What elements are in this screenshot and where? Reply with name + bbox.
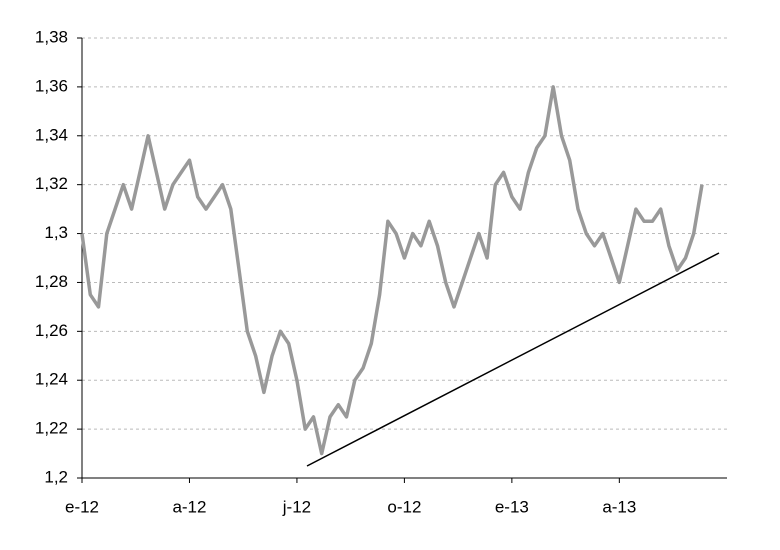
y-tick-label: 1,36 <box>35 76 68 95</box>
y-tick-label: 1,34 <box>35 125 68 144</box>
x-tick-label: e-13 <box>495 497 529 516</box>
y-tick-label: 1,2 <box>44 467 68 486</box>
y-tick-label: 1,3 <box>44 223 68 242</box>
x-tick-label: o-12 <box>387 497 421 516</box>
x-tick-label: j-12 <box>282 497 311 516</box>
y-tick-label: 1,32 <box>35 174 68 193</box>
y-tick-label: 1,24 <box>35 370 68 389</box>
y-tick-label: 1,26 <box>35 321 68 340</box>
y-tick-label: 1,28 <box>35 272 68 291</box>
y-tick-label: 1,38 <box>35 27 68 46</box>
x-tick-label: a-13 <box>602 497 636 516</box>
trend-line <box>306 252 720 467</box>
x-tick-label: a-12 <box>172 497 206 516</box>
y-tick-label: 1,22 <box>35 419 68 438</box>
x-tick-label: e-12 <box>65 497 99 516</box>
price-line <box>80 85 704 456</box>
